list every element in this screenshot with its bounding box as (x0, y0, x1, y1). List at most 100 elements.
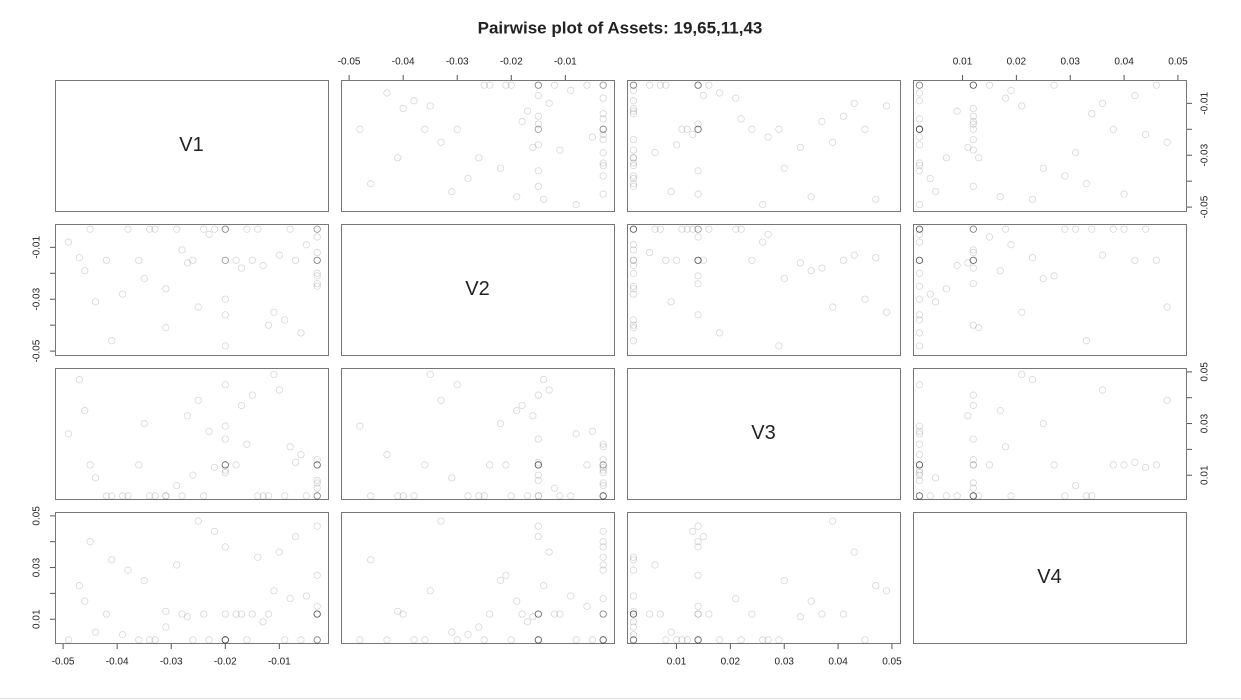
point (599, 636, 607, 644)
point (926, 492, 934, 500)
point (694, 81, 702, 89)
point (996, 193, 1004, 201)
point (694, 125, 702, 133)
point (629, 225, 638, 233)
point (1082, 180, 1090, 188)
point (599, 610, 607, 618)
point (969, 264, 977, 272)
point (291, 532, 300, 541)
point (453, 125, 461, 133)
point (302, 492, 310, 500)
point (780, 576, 788, 585)
point (629, 261, 638, 270)
point (1131, 256, 1139, 264)
point (694, 538, 702, 546)
point (291, 256, 300, 264)
point (178, 492, 186, 500)
point (629, 269, 638, 277)
point (975, 324, 983, 332)
point (1152, 81, 1160, 89)
point (1002, 225, 1010, 233)
point (275, 251, 283, 259)
point (118, 631, 127, 639)
point (534, 91, 542, 100)
point (394, 154, 402, 162)
point (313, 225, 321, 233)
point (534, 391, 542, 399)
point (969, 256, 977, 264)
point (969, 492, 977, 500)
point (599, 566, 607, 574)
point (839, 610, 848, 618)
point (915, 125, 924, 133)
point (1131, 458, 1139, 466)
point (599, 561, 607, 569)
x-tick-label: 0.04 (1114, 57, 1134, 68)
point (985, 461, 994, 469)
point (985, 233, 994, 241)
point (140, 419, 148, 428)
point (567, 592, 575, 600)
y-tick-label: -0.01 (32, 236, 43, 259)
point (705, 81, 713, 89)
point (1082, 492, 1090, 500)
point (915, 125, 924, 133)
point (189, 256, 197, 264)
point (629, 81, 638, 89)
point (1028, 195, 1037, 203)
point (651, 561, 659, 569)
point (694, 636, 702, 644)
point (399, 610, 407, 618)
point (915, 256, 924, 264)
point (599, 481, 607, 490)
point (599, 461, 607, 469)
point (102, 256, 110, 264)
point (270, 370, 278, 379)
point (932, 187, 940, 196)
point (915, 125, 924, 133)
point (507, 81, 515, 89)
point (81, 267, 89, 275)
point (1072, 149, 1080, 157)
point (599, 190, 607, 198)
point (599, 159, 607, 167)
point (694, 256, 702, 264)
point (694, 256, 702, 264)
point (534, 461, 542, 469)
point (194, 517, 202, 525)
y-tick-label: 0.05 (1200, 362, 1211, 382)
point (748, 125, 756, 133)
point (915, 81, 924, 89)
point (694, 125, 702, 133)
point (1120, 190, 1128, 198)
point (705, 610, 713, 618)
point (964, 412, 972, 420)
y-tick-label: 0.03 (1200, 413, 1211, 433)
point (237, 610, 246, 618)
point (313, 461, 321, 469)
point (221, 225, 229, 233)
point (646, 81, 654, 89)
point (556, 492, 564, 500)
point (599, 172, 607, 180)
point (221, 466, 229, 474)
point (915, 133, 924, 141)
panel-frame (913, 80, 1187, 212)
point (694, 311, 702, 319)
point (699, 532, 708, 541)
point (313, 636, 321, 644)
point (232, 461, 240, 469)
point (915, 450, 924, 459)
point (969, 280, 977, 288)
point (534, 461, 542, 469)
point (437, 138, 445, 146)
x-tick-label: 0.01 (953, 57, 973, 68)
point (178, 246, 186, 254)
point (915, 81, 924, 89)
x-tick-label: -0.03 (446, 57, 469, 68)
point (534, 461, 542, 469)
point (534, 636, 542, 644)
point (969, 484, 977, 492)
point (629, 256, 638, 264)
point (662, 256, 670, 264)
